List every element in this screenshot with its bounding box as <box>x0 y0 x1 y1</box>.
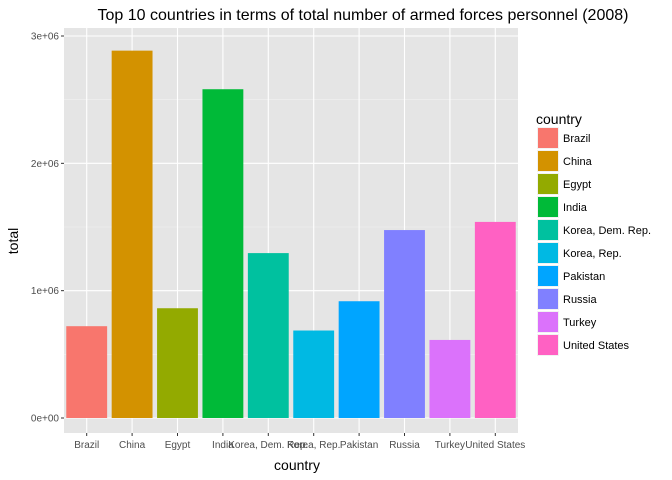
legend-swatch <box>538 335 558 355</box>
y-axis: 0e+00 1e+06 2e+06 3e+06 <box>31 32 64 425</box>
bar <box>111 50 153 418</box>
legend-swatch <box>538 128 558 148</box>
bar <box>429 339 471 418</box>
legend-label: China <box>563 156 593 168</box>
bar <box>338 301 380 418</box>
y-tick-label: 0e+00 <box>31 414 60 425</box>
legend-swatch <box>538 174 558 194</box>
x-tick-label: United States <box>465 440 525 451</box>
x-tick-label: Turkey <box>435 440 465 451</box>
legend-label: Korea, Rep. <box>563 248 622 260</box>
bar <box>247 253 289 418</box>
bar <box>202 89 244 418</box>
bar <box>293 330 335 418</box>
x-tick-label: India <box>212 440 234 451</box>
y-axis-label: total <box>5 228 21 254</box>
x-tick-label: Russia <box>389 440 420 451</box>
legend-label: Russia <box>563 294 598 306</box>
x-tick-label: China <box>119 440 146 451</box>
bar <box>384 230 425 418</box>
x-tick-label: Egypt <box>165 440 191 451</box>
legend-label: Turkey <box>563 317 597 329</box>
y-tick-label: 2e+06 <box>31 159 60 170</box>
x-tick-label: Brazil <box>74 440 99 451</box>
y-tick-label: 1e+06 <box>31 286 60 297</box>
bar <box>157 308 198 418</box>
legend-swatch <box>538 197 558 217</box>
legend-label: United States <box>563 340 630 352</box>
x-tick-label: Pakistan <box>340 440 378 451</box>
legend-swatch <box>538 220 558 240</box>
x-axis-label: country <box>274 457 320 473</box>
legend: country Brazil China Egypt India Korea, Dem.… <box>536 111 651 356</box>
chart-title: Top 10 countries in terms of total numbe… <box>98 7 629 24</box>
legend-label: Korea, Dem. Rep. <box>563 225 651 237</box>
x-tick-label: Korea, Dem. Rep. <box>228 440 308 451</box>
y-tick-label: 3e+06 <box>31 32 60 43</box>
legend-label: Egypt <box>563 179 591 191</box>
legend-swatch <box>538 312 558 332</box>
legend-swatch <box>538 151 558 171</box>
legend-label: Brazil <box>563 133 591 145</box>
legend-swatch <box>538 243 558 263</box>
bars <box>66 50 516 418</box>
bar <box>474 221 516 418</box>
legend-swatch <box>538 266 558 286</box>
x-tick-label: Korea, Rep. <box>287 440 340 451</box>
legend-label: India <box>563 202 588 214</box>
bar <box>66 326 108 418</box>
legend-title: country <box>536 111 582 127</box>
legend-swatch <box>538 289 558 309</box>
legend-label: Pakistan <box>563 271 605 283</box>
